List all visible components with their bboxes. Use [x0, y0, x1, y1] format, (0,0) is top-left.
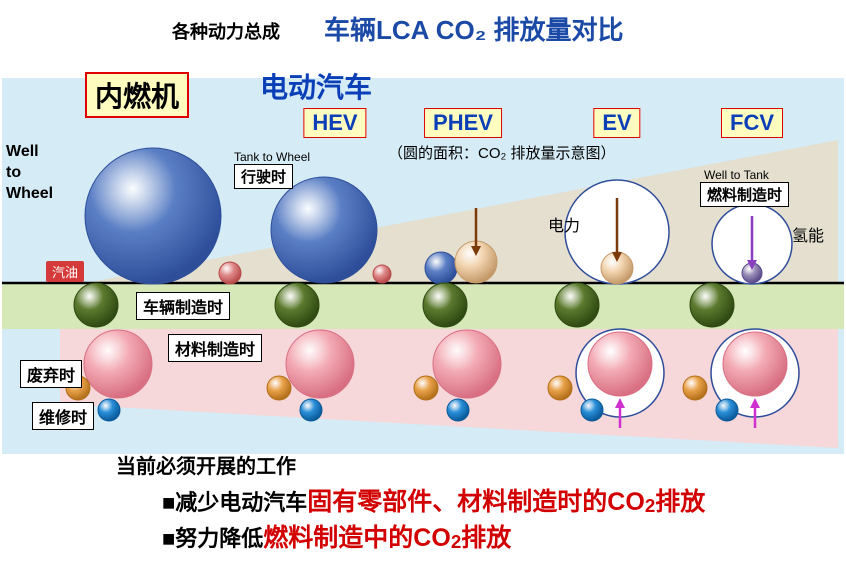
label-type-phev: PHEV: [424, 108, 502, 138]
title-main: 车辆LCA CO₂ 排放量对比: [324, 10, 623, 47]
label-tank-to-wheel: Tank to Wheel: [234, 150, 310, 164]
label-vehicle-mfg: 车辆制造时: [136, 292, 230, 320]
title-sub: 各种动力总成: [172, 18, 280, 44]
label-hydrogen: 氢能: [792, 222, 824, 246]
footer-line-1: ■努力降低燃料制造中的CO2排放: [162, 518, 511, 554]
label-electricity: 电力: [548, 212, 580, 236]
label-type-hev: HEV: [303, 108, 366, 138]
label-type-fcv: FCV: [721, 108, 783, 138]
label-ev: 电动汽车: [260, 66, 372, 106]
label-disposal: 废弃时: [20, 360, 82, 388]
label-type-ev: EV: [593, 108, 640, 138]
area-note: （圆的面积：CO₂ 排放量示意图）: [388, 142, 616, 163]
footer-lead: 当前必须开展的工作: [116, 450, 296, 479]
label-maintenance: 维修时: [32, 402, 94, 430]
label-gasoline: 汽油: [46, 261, 84, 282]
label-well-to-tank-sub: 燃料制造时: [700, 182, 789, 207]
label-ice: 内燃机: [85, 72, 189, 118]
label-well-to-tank: Well to Tank: [704, 168, 769, 182]
diagram-stage: 各种动力总成 车辆LCA CO₂ 排放量对比 内燃机 电动汽车 HEV PHEV E…: [0, 0, 846, 564]
footer-line-0: ■减少电动汽车固有零部件、材料制造时的CO2排放: [162, 482, 705, 518]
label-tank-to-wheel-sub: 行驶时: [234, 164, 293, 189]
axis-left-label: Well to Wheel: [6, 142, 53, 204]
label-material-mfg: 材料制造时: [168, 334, 262, 362]
